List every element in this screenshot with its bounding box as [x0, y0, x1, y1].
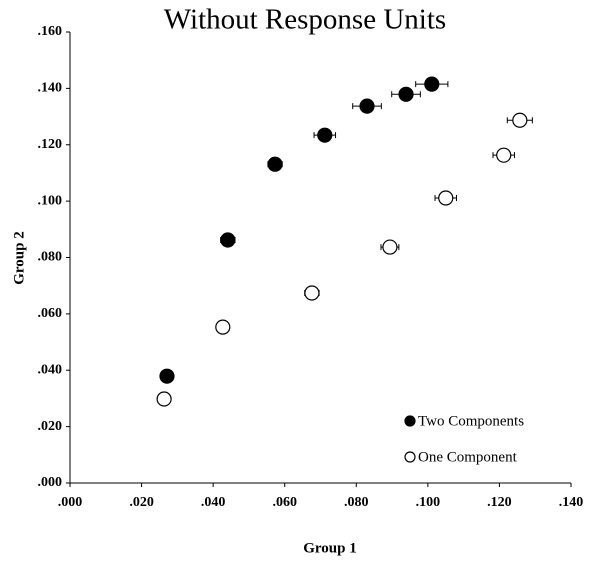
y-tick-label: .020: [38, 419, 63, 434]
point: [512, 112, 528, 128]
x-tick-label: .000: [58, 495, 83, 510]
x-tick-label: .040: [201, 495, 226, 510]
legend-marker: [404, 451, 416, 463]
y-tick-label: .000: [38, 475, 63, 490]
legend-marker: [404, 415, 416, 427]
y-tick-label: .040: [38, 362, 63, 377]
point: [382, 239, 398, 255]
y-tick-label: .160: [38, 24, 63, 39]
y-tick-label: .140: [38, 81, 63, 96]
point: [156, 391, 172, 407]
y-tick-label: .080: [38, 250, 63, 265]
point: [159, 368, 175, 384]
point: [398, 86, 414, 102]
y-tick-label: .120: [38, 137, 63, 152]
x-tick-label: .120: [487, 495, 512, 510]
point: [424, 76, 440, 92]
legend-label: Two Components: [418, 413, 524, 429]
point: [304, 285, 320, 301]
x-tick-label: .020: [129, 495, 154, 510]
y-tick-label: .100: [38, 193, 63, 208]
x-tick-label: .080: [344, 495, 369, 510]
point: [215, 319, 231, 335]
x-tick-label: .060: [272, 495, 297, 510]
y-axis-label: Group 2: [11, 231, 27, 285]
chart-title: Without Response Units: [164, 4, 446, 36]
point: [438, 190, 454, 206]
point: [359, 98, 375, 114]
point: [496, 147, 512, 163]
y-tick-label: .060: [38, 306, 63, 321]
point: [267, 156, 283, 172]
legend-label: One Component: [418, 449, 518, 465]
x-axis-label: Group 1: [303, 540, 357, 556]
x-tick-label: .140: [559, 495, 584, 510]
x-tick-label: .100: [416, 495, 441, 510]
point: [220, 232, 236, 248]
point: [317, 127, 333, 143]
